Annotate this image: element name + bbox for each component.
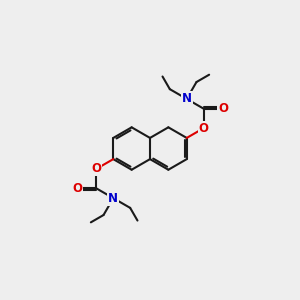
- Text: N: N: [182, 92, 192, 105]
- Text: N: N: [108, 192, 118, 205]
- Text: O: O: [72, 182, 82, 195]
- Text: O: O: [92, 162, 101, 176]
- Text: O: O: [218, 102, 228, 115]
- Text: O: O: [199, 122, 208, 135]
